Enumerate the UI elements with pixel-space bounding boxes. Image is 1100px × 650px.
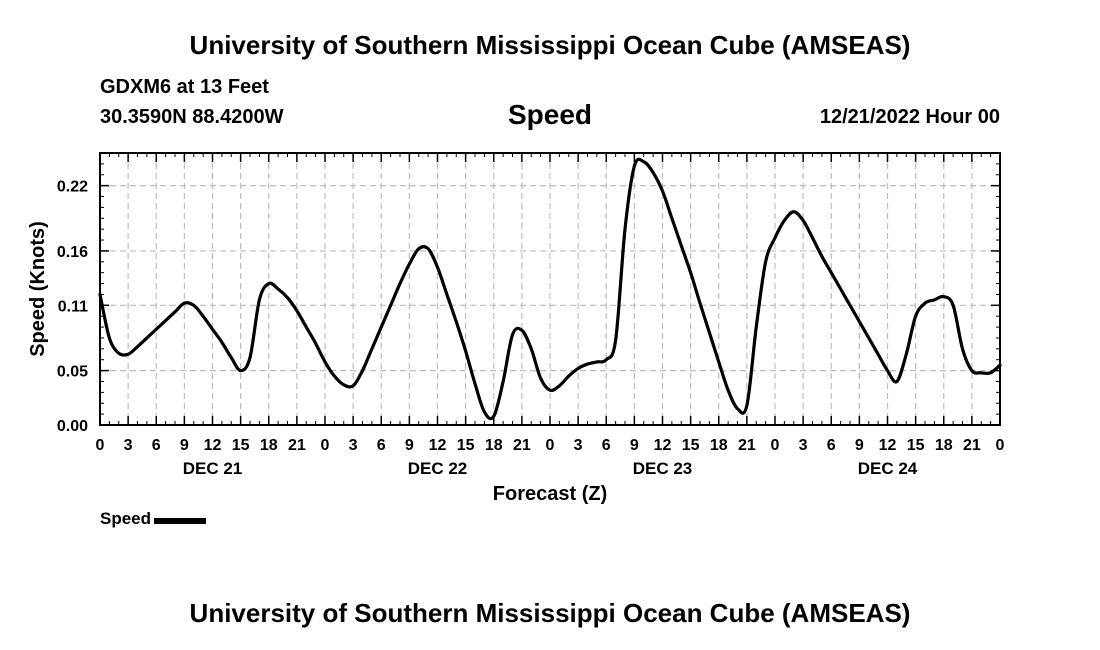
x-tick-label: 0 — [321, 437, 330, 454]
x-tick-label: 12 — [879, 437, 897, 454]
x-tick-label: 9 — [630, 437, 639, 454]
x-tick-label: 12 — [204, 437, 222, 454]
x-tick-label: 9 — [855, 437, 864, 454]
x-tick-label: 21 — [963, 437, 981, 454]
y-tick-label: 0.11 — [58, 298, 88, 315]
x-tick-label: 0 — [996, 437, 1005, 454]
x-tick-label: 6 — [377, 437, 386, 454]
x-tick-label: 21 — [738, 437, 756, 454]
x-tick-label: 6 — [602, 437, 611, 454]
legend-line-swatch — [154, 517, 207, 524]
day-label: DEC 23 — [633, 459, 693, 478]
y-tick-label: 0.05 — [57, 364, 88, 381]
legend-label: Speed — [100, 509, 152, 528]
x-tick-label: 15 — [682, 437, 700, 454]
legend: Speed — [100, 509, 207, 529]
x-tick-label: 12 — [429, 437, 447, 454]
x-tick-label: 0 — [546, 437, 555, 454]
plot-frame — [99, 152, 1001, 426]
x-tick-label: 21 — [513, 437, 531, 454]
y-tick-label: 0.00 — [57, 418, 88, 435]
x-tick-label: 3 — [799, 437, 808, 454]
x-tick-label: 3 — [349, 437, 358, 454]
x-tick-label: 6 — [152, 437, 161, 454]
x-tick-label: 3 — [124, 437, 133, 454]
y-tick-label: 0.22 — [57, 179, 88, 196]
speed-series-line — [98, 157, 1002, 421]
x-tick-label: 15 — [232, 437, 250, 454]
x-tick-label: 18 — [935, 437, 953, 454]
x-tick-label: 21 — [288, 437, 306, 454]
x-tick-label: 0 — [771, 437, 780, 454]
day-label: DEC 21 — [183, 459, 243, 478]
x-tick-label: 9 — [405, 437, 414, 454]
x-tick-label: 9 — [180, 437, 189, 454]
x-tick-label: 6 — [827, 437, 836, 454]
y-axis-label: Speed (Knots) — [27, 221, 49, 357]
chart-header-title: University of Southern Mississippi Ocean… — [189, 30, 911, 60]
x-tick-label: 15 — [457, 437, 475, 454]
x-axis-label: Forecast (Z) — [493, 483, 607, 505]
station-coordinates: 30.3590N 88.4200W — [100, 106, 284, 128]
x-tick-label: 18 — [260, 437, 278, 454]
x-tick-label: 3 — [574, 437, 583, 454]
x-tick-label: 15 — [907, 437, 925, 454]
day-label: DEC 24 — [858, 459, 918, 478]
forecast-datetime: 12/21/2022 Hour 00 — [819, 106, 1000, 128]
variable-title: Speed — [507, 99, 593, 130]
x-tick-label: 18 — [710, 437, 728, 454]
chart-footer-title: University of Southern Mississippi Ocean… — [189, 598, 911, 628]
x-tick-label: 12 — [654, 437, 672, 454]
x-tick-label: 0 — [96, 437, 105, 454]
day-label: DEC 22 — [408, 459, 468, 478]
station-label: GDXM6 at 13 Feet — [100, 76, 269, 98]
x-tick-label: 18 — [485, 437, 503, 454]
y-tick-label: 0.16 — [57, 244, 88, 261]
